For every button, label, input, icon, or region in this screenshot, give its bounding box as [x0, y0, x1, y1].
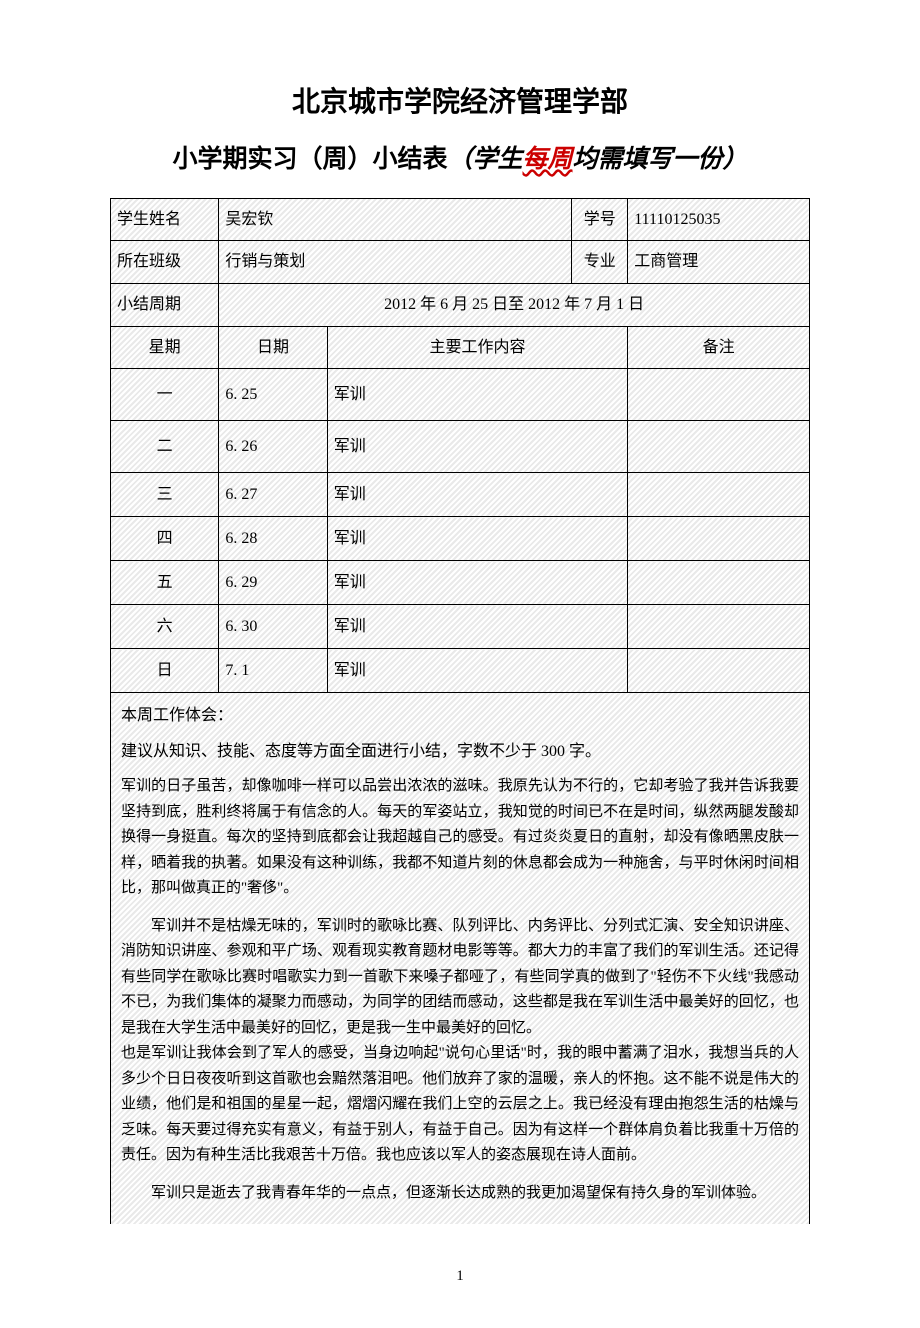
cell-work: 军训 [327, 369, 628, 421]
summary-p4: 军训只是逝去了我青春年华的一点点，但逐渐长达成熟的我更加渴望保有持久身的军训体验… [121, 1181, 799, 1207]
day-row: 一 6. 25 军训 [111, 369, 810, 421]
value-student-name: 吴宏钦 [219, 198, 572, 241]
cell-work: 军训 [327, 561, 628, 605]
value-major: 工商管理 [628, 241, 810, 284]
header-date: 日期 [219, 326, 327, 369]
cell-date: 6. 25 [219, 369, 327, 421]
summary-heading: 本周工作体会： [121, 703, 799, 729]
label-student-id: 学号 [572, 198, 628, 241]
row-class: 所在班级 行销与策划 专业 工商管理 [111, 241, 810, 284]
cell-date: 6. 29 [219, 561, 327, 605]
day-row: 六 6. 30 军训 [111, 605, 810, 649]
cell-work: 军训 [327, 649, 628, 693]
document-title-block: 北京城市学院经济管理学部 小学期实习（周）小结表（学生每周均需填写一份） [110, 80, 810, 180]
cell-weekday: 五 [111, 561, 219, 605]
label-class: 所在班级 [111, 241, 219, 284]
summary-p3: 也是军训让我体会到了军人的感受，当身边响起"说句心里话"时，我的眼中蓄满了泪水，… [121, 1041, 799, 1169]
value-student-id: 11110125035 [628, 198, 810, 241]
cell-weekday: 一 [111, 369, 219, 421]
cell-date: 6. 27 [219, 473, 327, 517]
cell-date: 6. 30 [219, 605, 327, 649]
cell-weekday: 六 [111, 605, 219, 649]
summary-cell: 本周工作体会： 建议从知识、技能、态度等方面全面进行小结，字数不少于 300 字… [111, 693, 810, 1225]
label-period: 小结周期 [111, 283, 219, 326]
subtitle-note-b: 均需填写一份） [573, 146, 748, 173]
subtitle-note-a: （学生 [447, 146, 522, 173]
label-major: 专业 [572, 241, 628, 284]
day-row: 五 6. 29 军训 [111, 561, 810, 605]
header-weekday: 星期 [111, 326, 219, 369]
cell-work: 军训 [327, 473, 628, 517]
cell-weekday: 四 [111, 517, 219, 561]
cell-weekday: 二 [111, 421, 219, 473]
day-row: 日 7. 1 军训 [111, 649, 810, 693]
summary-p2: 军训并不是枯燥无味的，军训时的歌咏比赛、队列评比、内务评比、分列式汇演、安全知识… [121, 914, 799, 1042]
header-remark: 备注 [628, 326, 810, 369]
cell-remark [628, 561, 810, 605]
cell-weekday: 三 [111, 473, 219, 517]
subtitle-note-red: 每周 [523, 146, 573, 173]
day-row: 四 6. 28 军训 [111, 517, 810, 561]
cell-work: 军训 [327, 605, 628, 649]
cell-date: 6. 28 [219, 517, 327, 561]
subtitle-main: 小学期实习（周）小结表 [172, 145, 447, 173]
cell-remark [628, 369, 810, 421]
row-student: 学生姓名 吴宏钦 学号 11110125035 [111, 198, 810, 241]
cell-remark [628, 421, 810, 473]
row-period: 小结周期 2012 年 6 月 25 日至 2012 年 7 月 1 日 [111, 283, 810, 326]
day-row: 三 6. 27 军训 [111, 473, 810, 517]
title-line1: 北京城市学院经济管理学部 [110, 80, 810, 125]
row-header-days: 星期 日期 主要工作内容 备注 [111, 326, 810, 369]
cell-date: 6. 26 [219, 421, 327, 473]
cell-work: 军训 [327, 421, 628, 473]
cell-weekday: 日 [111, 649, 219, 693]
label-student-name: 学生姓名 [111, 198, 219, 241]
title-line2: 小学期实习（周）小结表（学生每周均需填写一份） [110, 139, 810, 180]
cell-remark [628, 517, 810, 561]
value-period: 2012 年 6 月 25 日至 2012 年 7 月 1 日 [219, 283, 810, 326]
summary-p1: 军训的日子虽苦，却像咖啡一样可以品尝出浓浓的滋味。我原先认为不行的，它却考验了我… [121, 774, 799, 902]
cell-remark [628, 473, 810, 517]
page-number: 1 [110, 1264, 810, 1288]
cell-work: 军训 [327, 517, 628, 561]
row-summary: 本周工作体会： 建议从知识、技能、态度等方面全面进行小结，字数不少于 300 字… [111, 693, 810, 1225]
summary-note: 建议从知识、技能、态度等方面全面进行小结，字数不少于 300 字。 [121, 739, 799, 765]
summary-form-table: 学生姓名 吴宏钦 学号 11110125035 所在班级 行销与策划 专业 工商… [110, 198, 810, 1225]
cell-date: 7. 1 [219, 649, 327, 693]
day-row: 二 6. 26 军训 [111, 421, 810, 473]
cell-remark [628, 649, 810, 693]
header-main-work: 主要工作内容 [327, 326, 628, 369]
value-class: 行销与策划 [219, 241, 572, 284]
cell-remark [628, 605, 810, 649]
